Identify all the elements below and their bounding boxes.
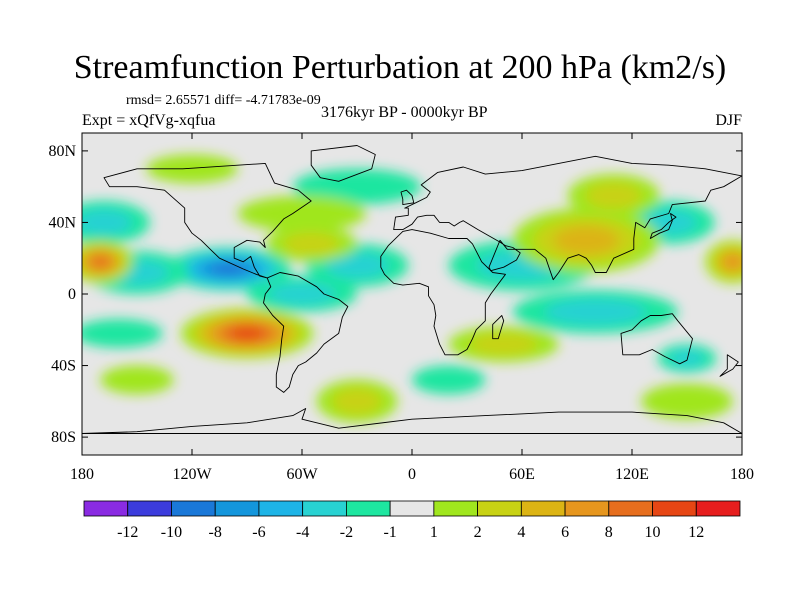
anomaly-contour — [544, 298, 647, 326]
colorbar-swatch — [520, 500, 566, 517]
y-tick-label: 40N — [48, 214, 76, 231]
x-tick-label: 180 — [730, 466, 754, 483]
colorbar-swatch — [695, 500, 741, 517]
colorbar-swatch — [258, 500, 304, 517]
anomaly-contour — [641, 383, 733, 420]
colorbar-swatch — [389, 500, 435, 517]
colorbar-label: 8 — [605, 524, 613, 541]
season-label: DJF — [715, 112, 742, 129]
x-tick-label: 60W — [286, 466, 318, 483]
colorbar-label: -2 — [340, 524, 353, 541]
colorbar-label: -6 — [252, 524, 265, 541]
coastline-new-zealand — [719, 354, 739, 377]
x-tick-label: 120E — [615, 466, 649, 483]
chart-title: Streamfunction Perturbation at 200 hPa (… — [73, 49, 727, 86]
anomaly-contour — [268, 282, 336, 306]
colorbar-label: -4 — [296, 524, 309, 541]
colorbar-swatch — [302, 500, 347, 517]
y-tick-label: 80S — [51, 429, 76, 446]
anomaly-contour — [90, 255, 110, 268]
anomaly-contour — [585, 182, 642, 209]
colorbar-swatch — [433, 500, 479, 517]
colorbar-swatch — [608, 500, 653, 517]
colorbar-swatch — [127, 500, 172, 517]
anomaly-contour — [231, 327, 263, 340]
colorbar-swatch — [83, 500, 129, 517]
anomaly-contour — [82, 319, 163, 348]
colorbar-label: -1 — [383, 524, 396, 541]
coastline-north-america — [103, 162, 312, 279]
colorbar-label: 10 — [645, 524, 661, 541]
anomaly-contour — [210, 262, 247, 276]
anomaly-contour — [412, 365, 486, 395]
coastline-south-america — [263, 272, 349, 393]
y-tick-label: 0 — [68, 286, 76, 303]
colorbar-swatch — [345, 500, 391, 517]
stats-line: rmsd= 2.65571 diff= -4.71783e-09 — [126, 93, 321, 108]
colorbar-label: -12 — [117, 524, 138, 541]
experiment-label: Expt = xQfVg-xqfua — [82, 112, 216, 129]
coastlines — [82, 145, 742, 434]
coastline-africa — [380, 229, 506, 356]
colorbar: -12 -10 -8 -6 -4 -2 -1 1 2 4 6 8 10 12 — [83, 500, 741, 541]
colorbar-label: 1 — [430, 524, 438, 541]
anomaly-contour — [100, 365, 174, 395]
colorbar-label: 4 — [517, 524, 525, 541]
x-tick-label: 120W — [172, 466, 212, 483]
coastline-greenland — [310, 145, 376, 182]
colorbar-swatch — [477, 500, 522, 517]
coastline-great-britain — [400, 189, 415, 206]
colorbar-label: 6 — [561, 524, 569, 541]
period-label: 3176kyr BP - 0000kyr BP — [321, 104, 488, 121]
x-tick-label: 0 — [408, 466, 416, 483]
x-tick-label: 60E — [509, 466, 535, 483]
anomaly-contour — [237, 195, 367, 232]
anomaly-contour — [282, 232, 340, 255]
anomaly-contour — [82, 209, 133, 236]
colorbar-label: -8 — [209, 524, 222, 541]
anomaly-contour — [332, 388, 382, 415]
anomaly-contour — [723, 254, 742, 270]
coastline-japan — [649, 213, 677, 239]
coastline-madagascar — [492, 315, 505, 340]
coastline-australia — [620, 313, 693, 365]
anomaly-contour — [469, 333, 538, 356]
coastline-antarctica — [82, 408, 742, 434]
colorbar-swatch — [171, 500, 216, 517]
colorbar-label: -10 — [161, 524, 182, 541]
colorbar-swatch — [214, 500, 260, 517]
colorbar-label: 2 — [474, 524, 482, 541]
colorbar-label: 12 — [688, 524, 704, 541]
y-tick-label: 40S — [51, 358, 76, 375]
anomaly-contour — [146, 154, 238, 184]
y-tick-label: 80N — [48, 143, 76, 160]
x-tick-label: 180 — [70, 466, 94, 483]
colorbar-swatch — [564, 500, 610, 517]
anomaly-contour — [292, 168, 422, 205]
colorbar-swatch — [652, 500, 697, 517]
coastline-eurasia — [393, 155, 742, 281]
anomaly-contour — [325, 252, 389, 279]
anomaly-contour — [553, 226, 619, 255]
